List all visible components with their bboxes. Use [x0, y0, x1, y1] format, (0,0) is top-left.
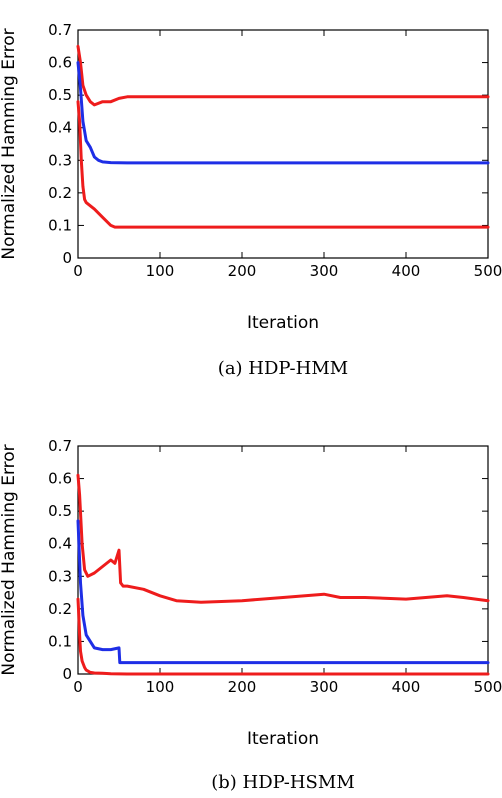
chart-panel-b: Iteration Normalized Hamming Error (b) H…: [0, 437, 502, 793]
x-tick-label: 200: [228, 678, 257, 696]
y-tick-label: 0: [62, 249, 72, 267]
series-line: [76, 473, 490, 604]
y-tick-label: 0.5: [48, 86, 72, 104]
chart-panel-a: Iteration Normalized Hamming Error (a) H…: [0, 21, 502, 379]
y-axis-title: Normalized Hamming Error: [0, 28, 19, 259]
y-tick-label: 0: [62, 665, 72, 683]
x-tick-label: 200: [228, 262, 257, 280]
x-tick-label: 100: [146, 678, 175, 696]
y-tick-label: 0.1: [48, 216, 72, 234]
y-tick-label: 0.7: [48, 21, 72, 39]
x-tick-label: 0: [73, 678, 83, 696]
series-line: [76, 61, 490, 165]
x-tick-label: 500: [474, 678, 502, 696]
y-tick-label: 0.4: [48, 119, 72, 137]
y-tick-label: 0.1: [48, 632, 72, 650]
y-tick-label: 0.3: [48, 567, 72, 585]
x-tick-label: 500: [474, 262, 502, 280]
x-tick-label: 300: [310, 262, 339, 280]
x-tick-label: 400: [392, 678, 421, 696]
x-tick-label: 400: [392, 262, 421, 280]
y-tick-label: 0.7: [48, 437, 72, 455]
y-tick-label: 0.3: [48, 151, 72, 169]
y-tick-label: 0.6: [48, 470, 72, 488]
series-line: [76, 100, 490, 229]
plot-frame: [77, 29, 489, 259]
x-axis-title: Iteration: [247, 313, 319, 333]
y-tick-label: 0.2: [48, 600, 72, 618]
plot-frame: [77, 445, 489, 675]
y-tick-label: 0.4: [48, 535, 72, 553]
y-tick-label: 0.5: [48, 502, 72, 520]
y-tick-label: 0.6: [48, 54, 72, 72]
caption: (b) HDP-HSMM: [211, 772, 355, 793]
series-line: [76, 597, 490, 676]
y-tick-label: 0.2: [48, 184, 72, 202]
x-tick-label: 300: [310, 678, 339, 696]
series-line: [76, 44, 490, 107]
x-tick-label: 0: [73, 262, 83, 280]
y-axis-title: Normalized Hamming Error: [0, 444, 19, 675]
caption: (a) HDP-HMM: [218, 358, 348, 379]
x-axis-title: Iteration: [247, 729, 319, 749]
series-line: [76, 519, 490, 665]
x-tick-label: 100: [146, 262, 175, 280]
